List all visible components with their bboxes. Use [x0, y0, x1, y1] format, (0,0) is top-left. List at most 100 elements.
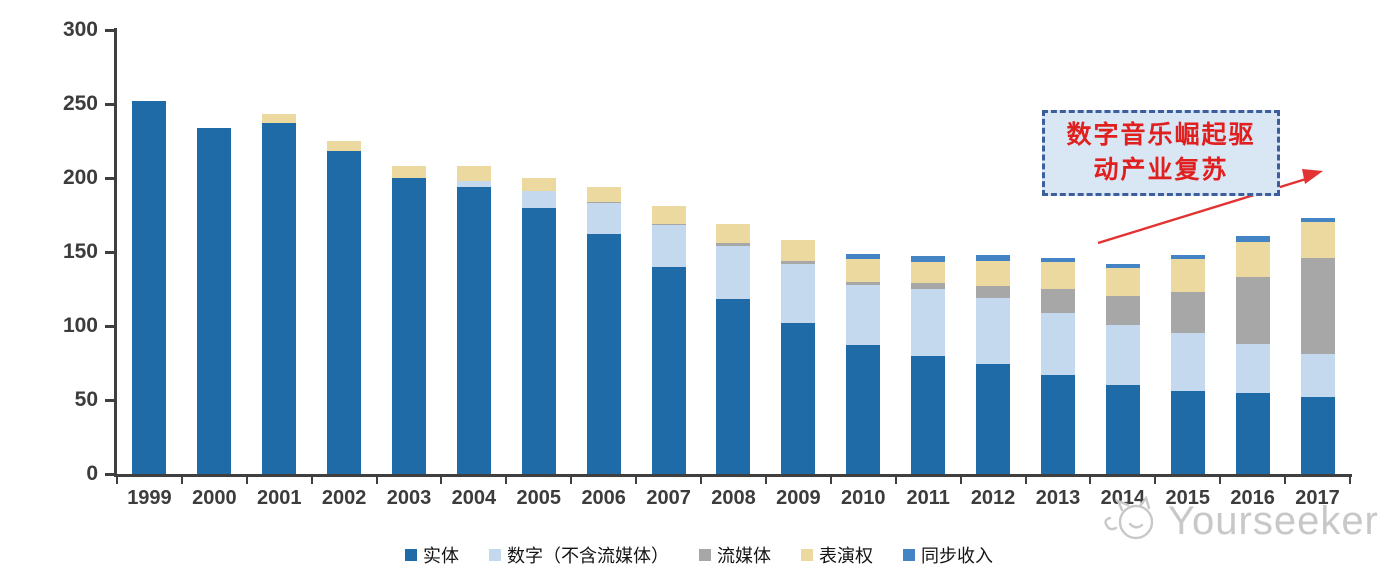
x-axis-tick — [764, 477, 767, 484]
bar-segment-表演权 — [976, 260, 1011, 287]
bar-stack — [1235, 235, 1270, 474]
x-axis-tick — [894, 477, 897, 484]
bar-stack — [262, 114, 297, 474]
bar-segment-实体 — [456, 186, 491, 474]
bar-segment-流媒体 — [1235, 277, 1270, 344]
bar-segment-实体 — [716, 299, 751, 474]
bar-stack — [197, 127, 232, 474]
x-tick-label: 1999 — [127, 487, 172, 509]
bar-stack — [1040, 257, 1075, 474]
bar-segment-实体 — [1170, 391, 1205, 474]
bar-segment-数字（不含流媒体） — [716, 246, 751, 300]
legend-label: 实体 — [423, 546, 459, 566]
bar-segment-表演权 — [262, 114, 297, 124]
x-tick-label: 2014 — [1100, 487, 1146, 509]
bar-segment-同步收入 — [1105, 263, 1140, 269]
x-tick-label: 2010 — [841, 487, 886, 509]
y-axis-tick — [105, 176, 114, 180]
bar-stack — [976, 255, 1011, 474]
bar-segment-实体 — [197, 127, 232, 474]
bar-column — [1285, 0, 1350, 474]
y-axis-tick — [105, 324, 114, 328]
bar-segment-流媒体 — [1105, 296, 1140, 325]
bar-segment-表演权 — [1105, 268, 1140, 297]
x-tick-label: 2016 — [1230, 487, 1275, 509]
x-axis-tick — [440, 477, 443, 484]
yourseeker-cat-logo-icon — [1104, 496, 1154, 540]
y-axis-tick — [105, 28, 114, 32]
bar-segment-实体 — [1040, 374, 1075, 474]
bar-segment-实体 — [976, 364, 1011, 474]
bar-stack — [586, 186, 621, 474]
bar-segment-表演权 — [1300, 222, 1335, 258]
x-tick-label: 2012 — [970, 487, 1016, 509]
bar-segment-表演权 — [392, 166, 427, 178]
x-axis-tick — [700, 477, 703, 484]
bar-segment-数字（不含流媒体） — [1170, 333, 1205, 392]
bar-segment-数字（不含流媒体） — [521, 191, 556, 208]
bar-segment-同步收入 — [911, 256, 946, 263]
bar-column — [1090, 0, 1155, 474]
bar-column — [896, 0, 961, 474]
x-axis-tick — [116, 477, 118, 484]
bar-column — [377, 0, 442, 474]
x-tick-label: 2007 — [646, 487, 691, 509]
y-tick-label: 150 — [62, 240, 98, 263]
x-tick-label: 2005 — [516, 487, 562, 509]
bar-stack — [456, 166, 491, 474]
legend-item: 实体 — [405, 542, 459, 568]
bar-segment-流媒体 — [976, 286, 1011, 298]
x-axis-tick — [1024, 477, 1027, 484]
x-axis-tick — [1219, 477, 1222, 484]
bar-segment-同步收入 — [1300, 218, 1335, 223]
bar-segment-流媒体 — [716, 243, 751, 247]
bar-segment-实体 — [651, 266, 686, 474]
x-tick-label: 2015 — [1165, 487, 1211, 509]
y-tick-label: 250 — [62, 92, 98, 115]
bar-stack — [1300, 218, 1335, 474]
bar-segment-数字（不含流媒体） — [846, 284, 881, 346]
bar-column — [312, 0, 377, 474]
legend-swatch — [903, 549, 915, 561]
bar-column — [441, 0, 506, 474]
legend-item: 数字（不含流媒体） — [489, 542, 669, 568]
bar-segment-表演权 — [327, 141, 362, 152]
x-axis-tick — [570, 477, 573, 484]
bar-segment-实体 — [846, 345, 881, 474]
bar-segment-表演权 — [651, 206, 686, 224]
bar-segment-实体 — [392, 178, 427, 474]
legend-swatch — [699, 549, 711, 561]
bar-segment-数字（不含流媒体） — [586, 203, 621, 235]
bar-stack — [521, 178, 556, 474]
bar-column — [636, 0, 701, 474]
bar-stack — [716, 223, 751, 474]
bar-column — [182, 0, 247, 474]
legend-item: 流媒体 — [699, 542, 771, 568]
bar-segment-流媒体 — [651, 223, 686, 226]
legend-label: 流媒体 — [717, 546, 771, 566]
x-tick-label: 2001 — [256, 487, 302, 509]
bar-segment-同步收入 — [846, 253, 881, 260]
x-axis-tick — [1154, 477, 1157, 484]
bar-column — [506, 0, 571, 474]
annotation-callout: 数字音乐崛起驱 动产业复苏 — [1042, 110, 1280, 196]
bar-stack — [392, 166, 427, 474]
legend-item: 同步收入 — [903, 542, 993, 568]
bar-segment-数字（不含流媒体） — [456, 180, 491, 187]
bar-column — [1155, 0, 1220, 474]
bar-stack — [132, 101, 167, 474]
bar-segment-表演权 — [521, 178, 556, 192]
y-axis-tick — [105, 250, 114, 254]
bar-stack — [846, 253, 881, 474]
bar-column — [247, 0, 312, 474]
bar-segment-流媒体 — [846, 281, 881, 285]
x-axis-line — [114, 474, 1352, 477]
bar-stack — [651, 206, 686, 474]
bar-segment-同步收入 — [1040, 257, 1075, 263]
y-axis-tick — [105, 398, 114, 402]
x-tick-label: 2000 — [192, 487, 237, 509]
x-axis-tick — [1284, 477, 1287, 484]
watermark-text: Yourseeker — [1168, 498, 1379, 543]
bar-segment-表演权 — [911, 262, 946, 284]
legend-swatch — [801, 549, 813, 561]
